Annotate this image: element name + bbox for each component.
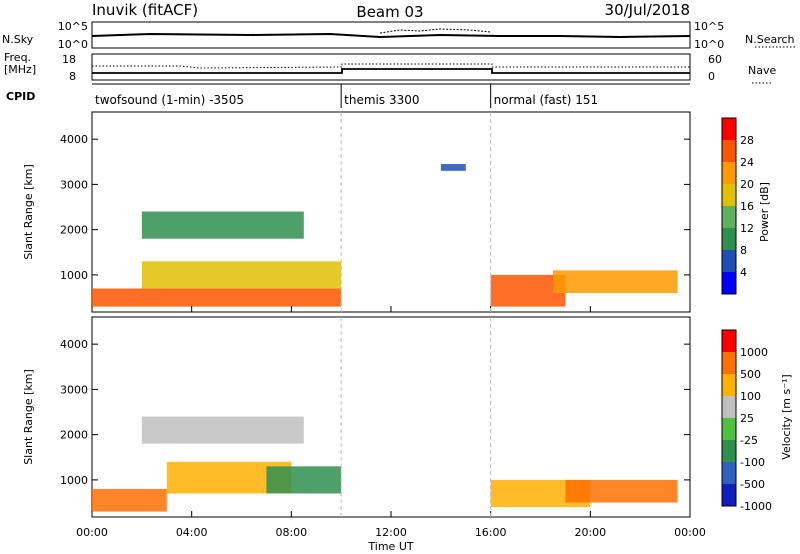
date-title: 30/Jul/2018 [605, 1, 690, 19]
nsearch-label: N.Search [745, 33, 795, 46]
velocity-heatmap [92, 416, 678, 512]
y-tick-label: 4000 [60, 338, 88, 351]
power-heatmap [92, 164, 678, 307]
heatmap-cell [141, 261, 342, 289]
velocity-colorbar-label: Velocity [m s⁻¹] [780, 374, 793, 459]
heatmap-cell [440, 164, 466, 171]
colorbar-frame [721, 329, 737, 507]
power-colorbar: 28 24 20 16 12 8 4 [721, 117, 754, 295]
colorbar-tick-label: 28 [740, 134, 754, 147]
colorbar-tick-label: -1000 [740, 500, 772, 513]
nave-label: Nave [748, 64, 776, 77]
colorbar-swatch [722, 140, 736, 162]
colorbar-swatch [722, 374, 736, 396]
cpid-segment-label: twofsound (1-min) -3505 [95, 93, 244, 107]
freq-label-line2: [MHz] [4, 63, 36, 76]
nsky-label: N.Sky [2, 33, 34, 46]
heatmap-cell [565, 479, 678, 503]
nsky-tick-bottom: 10^0 [58, 38, 88, 51]
colorbar-tick-label: 100 [740, 390, 761, 403]
heatmap-cell [141, 416, 304, 444]
y-tick-label: 4000 [60, 133, 88, 146]
colorbar-swatch [722, 206, 736, 228]
colorbar-swatch [722, 250, 736, 272]
colorbar-swatch [722, 162, 736, 184]
nsearch-tick-top: 10^5 [694, 20, 724, 33]
nsky-trace [91, 32, 691, 39]
colorbar-tick-label: 16 [740, 200, 754, 213]
nave-tick-bottom: 0 [708, 70, 715, 83]
power-ylabel: Slant Range [km] [22, 164, 35, 260]
heatmap-cell [92, 288, 342, 307]
power-yticks: 4000 3000 2000 1000 [60, 133, 690, 282]
nsearch-tick-bottom: 10^0 [694, 38, 724, 51]
colorbar-tick-label: 8 [740, 244, 747, 257]
nave-trace [92, 63, 690, 69]
x-axis-label: Time UT [367, 540, 413, 553]
colorbar-swatch [722, 228, 736, 250]
colorbar-tick-label: 12 [740, 222, 754, 235]
beam-title: Beam 03 [356, 3, 423, 21]
colorbar-tick-label: 4 [740, 266, 747, 279]
x-tick-label: 04:00 [176, 526, 208, 539]
colorbar-tick-label: -100 [740, 456, 765, 469]
freq-label-line1: Freq. [4, 51, 31, 64]
x-tick-label: 20:00 [574, 526, 606, 539]
colorbar-tick-label: -25 [740, 434, 758, 447]
freq-tick-top: 18 [62, 53, 76, 66]
y-tick-label: 1000 [60, 474, 88, 487]
colorbar-swatch [722, 440, 736, 462]
colorbar-frame [721, 117, 737, 295]
x-tick-label: 08:00 [275, 526, 307, 539]
velocity-colorbar: 1000 500 100 25 -25 -100 -500 -1000 [721, 329, 772, 513]
power-colorbar-label: Power [dB] [758, 182, 771, 242]
y-tick-label: 2000 [60, 224, 88, 237]
station-title: Inuvik (fitACF) [92, 1, 198, 19]
colorbar-swatch [722, 330, 736, 352]
colorbar-tick-label: 1000 [740, 346, 768, 359]
x-tick-label: 00:00 [674, 526, 706, 539]
colorbar-swatch [722, 418, 736, 440]
nsearch-trace [379, 28, 491, 34]
colorbar-swatch [722, 272, 736, 294]
heatmap-cell [552, 270, 678, 293]
velocity-yticks: 4000 3000 2000 1000 [60, 338, 690, 487]
freq-tick-bottom: 8 [69, 70, 76, 83]
colorbar-swatch [722, 484, 736, 506]
nsky-tick-top: 10^5 [58, 20, 88, 33]
cpid-segment-label: normal (fast) 151 [494, 93, 598, 107]
x-tick-label: 16:00 [475, 526, 507, 539]
colorbar-swatch [722, 118, 736, 140]
colorbar-swatch [722, 352, 736, 374]
y-tick-label: 3000 [60, 178, 88, 191]
colorbar-swatch [722, 462, 736, 484]
velocity-ylabel: Slant Range [km] [22, 369, 35, 465]
colorbar-tick-label: 20 [740, 178, 754, 191]
cpid-segments: twofsound (1-min) -3505 themis 3300 normal… [95, 84, 598, 108]
heatmap-cell [266, 466, 342, 494]
heatmap-cell [92, 488, 167, 512]
cpid-label: CPID [6, 90, 35, 103]
cpid-segment-label: themis 3300 [344, 93, 419, 107]
nave-tick-top: 60 [708, 53, 722, 66]
colorbar-tick-label: 25 [740, 412, 754, 425]
x-tick-label: 12:00 [375, 526, 407, 539]
heatmap-cell [141, 211, 304, 239]
power-panel: Slant Range [km] 4000 3000 2000 1000 [22, 111, 691, 313]
x-axis-ticks: 00:00 04:00 08:00 12:00 16:00 20:00 00:00 [76, 306, 706, 539]
velocity-panel: Slant Range [km] 4000 3000 2000 1000 [22, 316, 691, 518]
colorbar-tick-label: -500 [740, 478, 765, 491]
colorbar-tick-label: 500 [740, 368, 761, 381]
y-tick-label: 1000 [60, 269, 88, 282]
colorbar-tick-label: 24 [740, 156, 754, 169]
freq-trace [92, 68, 690, 74]
y-tick-label: 2000 [60, 429, 88, 442]
colorbar-swatch [722, 396, 736, 418]
x-tick-label: 00:00 [76, 526, 108, 539]
freq-panel-frame [91, 53, 691, 81]
colorbar-swatch [722, 184, 736, 206]
y-tick-label: 3000 [60, 383, 88, 396]
